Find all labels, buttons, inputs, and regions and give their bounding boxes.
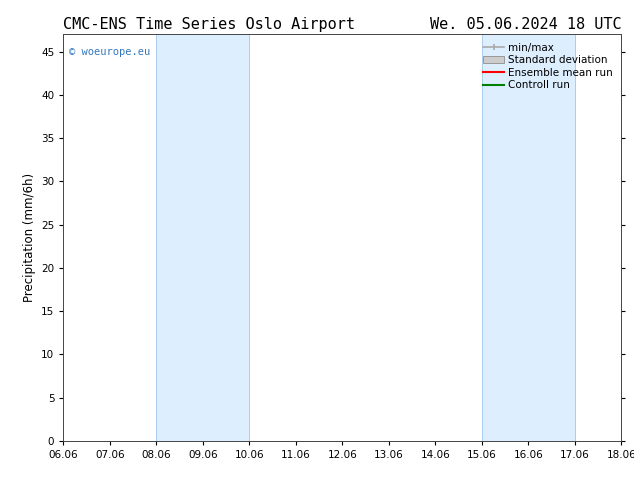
Text: © woeurope.eu: © woeurope.eu xyxy=(69,47,150,56)
Bar xyxy=(482,34,575,441)
Text: CMC-ENS Time Series Oslo Airport: CMC-ENS Time Series Oslo Airport xyxy=(63,17,356,32)
Text: We. 05.06.2024 18 UTC: We. 05.06.2024 18 UTC xyxy=(430,17,621,32)
Bar xyxy=(157,34,249,441)
Y-axis label: Precipitation (mm/6h): Precipitation (mm/6h) xyxy=(23,173,36,302)
Legend: min/max, Standard deviation, Ensemble mean run, Controll run: min/max, Standard deviation, Ensemble me… xyxy=(480,40,616,94)
